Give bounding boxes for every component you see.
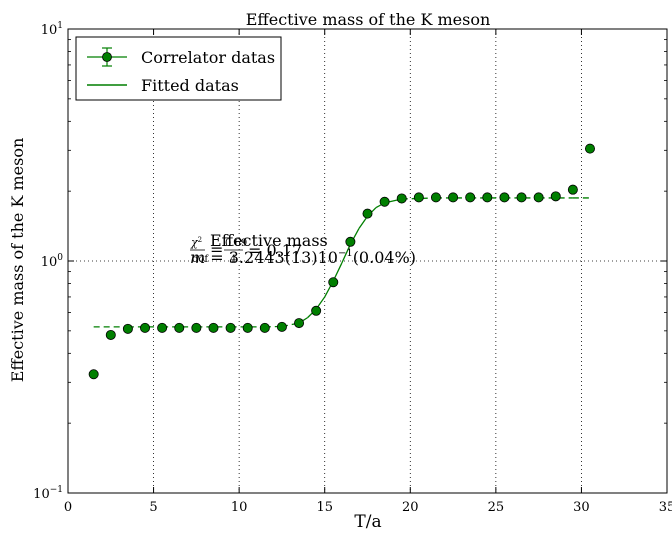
data-point [311,305,322,316]
annotation-heading: Effective mass [210,231,328,250]
chi-numerator: 0.69 [225,238,247,249]
mass-value-line: m = 3.2443(13)10−1(0.04%) [190,248,416,267]
data-point [448,192,459,203]
data-point [105,329,116,340]
equals-sign: = [210,240,223,259]
chi-value: = 0.17 [248,241,302,260]
x-axis-label: T/a [354,512,381,532]
data-point [328,277,339,288]
data-point [345,236,356,247]
data-point [567,184,578,195]
data-point [413,192,424,203]
data-point [294,318,305,329]
x-axis-ticks: 0 5 10 15 20 25 30 35 [64,29,672,515]
y-tick-label: 10−1 [33,485,63,502]
data-point [499,192,510,203]
data-point [550,191,561,202]
x-tick-label: 10 [231,500,248,515]
x-tick-label: 20 [402,500,419,515]
data-points [88,143,595,380]
data-point [430,192,441,203]
data-point [276,321,287,332]
chart-title: Effective mass of the K meson [246,10,491,29]
legend-label-fitted: Fitted datas [141,76,239,95]
data-point [396,193,407,204]
data-point [191,322,202,333]
data-point [174,322,185,333]
x-tick-label: 5 [149,500,157,515]
data-point [482,192,493,203]
data-point [533,192,544,203]
fitted-curve [93,197,590,328]
data-point [516,192,527,203]
y-tick-label: 100 [41,253,64,270]
y-axis-label: Effective mass of the K meson [8,138,27,383]
data-point [122,323,133,334]
legend-marker-correlator [87,47,127,67]
data-point [379,196,390,207]
data-point [208,322,219,333]
chi-denominator: 4 [230,254,236,265]
x-tick-label: 30 [573,500,590,515]
legend-label-correlator: Correlator datas [141,48,275,67]
chi-dof: dof [192,254,209,265]
x-tick-label: 0 [64,500,72,515]
data-point [584,143,595,154]
data-point [362,208,373,219]
y-tick-label: 101 [41,21,63,38]
grid-lines [68,29,667,493]
x-tick-label: 15 [316,500,333,515]
data-point [88,369,99,380]
x-tick-label: 35 [659,500,672,515]
data-point [242,322,253,333]
y-axis-ticks: 10−1 100 101 [33,21,667,502]
legend: Correlator datas Fitted datas [75,36,282,101]
fit-segment [401,197,436,200]
data-point [140,322,151,333]
data-point [225,322,236,333]
data-point [259,322,270,333]
data-point [157,322,168,333]
x-tick-label: 25 [488,500,505,515]
fit-annotation: Effective mass χ2 dof = 0.69 4 = 0.17 m … [190,231,416,267]
fit-segment [341,244,351,264]
chi-symbol: χ2 [190,236,202,249]
data-point [465,192,476,203]
mass-symbol: m [190,248,205,267]
